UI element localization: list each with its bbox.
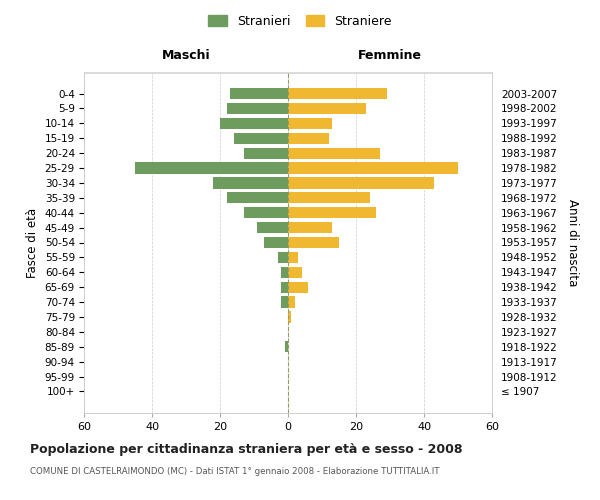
Bar xyxy=(288,132,329,144)
Bar xyxy=(281,296,288,308)
Bar xyxy=(288,207,376,218)
Bar xyxy=(233,132,288,144)
Bar xyxy=(284,341,288,352)
Text: COMUNE DI CASTELRAIMONDO (MC) - Dati ISTAT 1° gennaio 2008 - Elaborazione TUTTIT: COMUNE DI CASTELRAIMONDO (MC) - Dati IST… xyxy=(30,468,439,476)
Legend: Stranieri, Straniere: Stranieri, Straniere xyxy=(205,11,395,32)
Bar xyxy=(288,192,370,203)
Text: Maschi: Maschi xyxy=(161,50,211,62)
Bar xyxy=(288,103,366,114)
Y-axis label: Fasce di età: Fasce di età xyxy=(26,208,39,278)
Bar xyxy=(288,312,292,322)
Bar xyxy=(264,237,288,248)
Bar xyxy=(288,296,295,308)
Bar xyxy=(288,222,332,233)
Text: Popolazione per cittadinanza straniera per età e sesso - 2008: Popolazione per cittadinanza straniera p… xyxy=(30,442,463,456)
Bar xyxy=(281,266,288,278)
Y-axis label: Anni di nascita: Anni di nascita xyxy=(566,199,579,286)
Bar xyxy=(288,266,302,278)
Bar xyxy=(288,148,380,158)
Bar xyxy=(227,192,288,203)
Bar xyxy=(288,237,339,248)
Bar xyxy=(288,178,434,188)
Bar xyxy=(281,282,288,293)
Bar xyxy=(288,118,332,129)
Bar xyxy=(244,207,288,218)
Bar xyxy=(230,88,288,99)
Bar xyxy=(220,118,288,129)
Bar xyxy=(288,88,386,99)
Bar xyxy=(288,282,308,293)
Bar xyxy=(227,103,288,114)
Bar xyxy=(288,162,458,173)
Bar xyxy=(288,252,298,263)
Bar xyxy=(257,222,288,233)
Bar xyxy=(244,148,288,158)
Bar xyxy=(213,178,288,188)
Bar xyxy=(278,252,288,263)
Bar xyxy=(135,162,288,173)
Text: Femmine: Femmine xyxy=(358,50,422,62)
